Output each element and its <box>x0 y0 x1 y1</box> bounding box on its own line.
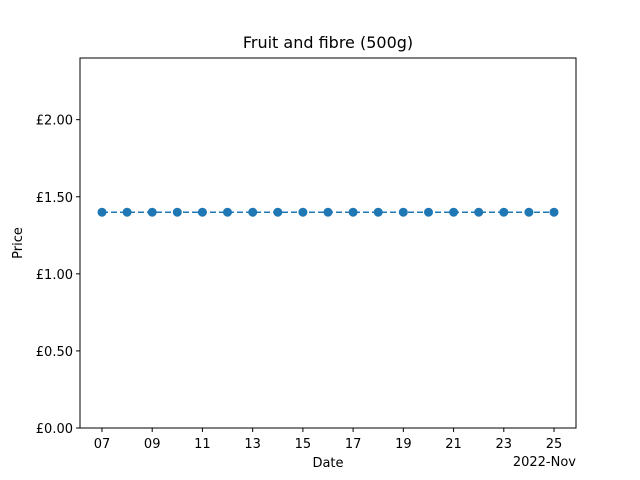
y-axis: £0.00 £0.50 £1.00 £1.50 £2.00 <box>36 114 80 437</box>
axes-frame <box>79 57 577 429</box>
data-point <box>298 207 308 217</box>
data-point <box>474 207 484 217</box>
data-point <box>348 207 358 217</box>
data-point <box>197 207 207 217</box>
chart-title: Fruit and fibre (500g) <box>243 33 413 52</box>
data-point <box>524 207 534 217</box>
x-tick-label: 11 <box>194 437 211 452</box>
y-tick-label: £0.00 <box>36 422 73 437</box>
x-tick-label: 25 <box>546 437 563 452</box>
data-point <box>223 207 232 217</box>
y-tick-label: £0.50 <box>36 345 73 360</box>
data-point <box>449 207 459 217</box>
x-axis-label: Date <box>312 456 343 471</box>
data-point <box>273 207 283 217</box>
data-point <box>549 207 559 217</box>
x-tick-label: 21 <box>445 437 462 452</box>
x-axis-offset-label: 2022-Nov <box>513 455 576 470</box>
y-axis-label: Price <box>11 227 26 259</box>
data-point <box>499 207 509 217</box>
data-point <box>323 207 333 217</box>
x-tick-label: 13 <box>244 437 261 452</box>
x-tick-label: 07 <box>94 437 111 452</box>
x-tick-label: 19 <box>395 437 412 452</box>
data-point <box>147 207 157 217</box>
data-point <box>398 207 408 217</box>
x-tick-label: 09 <box>144 437 161 452</box>
y-tick-label: £1.50 <box>36 191 73 206</box>
data-point <box>373 207 383 217</box>
x-tick-label: 23 <box>496 437 513 452</box>
data-point <box>122 207 132 217</box>
plot-area: £0.00 £0.50 £1.00 £1.50 £2.00 07 09 11 13 15 17 19… <box>36 57 577 452</box>
x-tick-label: 15 <box>295 437 312 452</box>
data-point <box>97 207 107 217</box>
data-point <box>424 207 433 217</box>
data-point <box>248 207 258 217</box>
y-tick-label: £2.00 <box>36 114 73 129</box>
x-tick-label: 17 <box>345 437 362 452</box>
data-point <box>172 207 182 217</box>
y-tick-label: £1.00 <box>36 268 73 283</box>
series-layer <box>97 207 559 217</box>
x-axis: 07 09 11 13 15 17 19 21 23 25 <box>94 428 563 452</box>
